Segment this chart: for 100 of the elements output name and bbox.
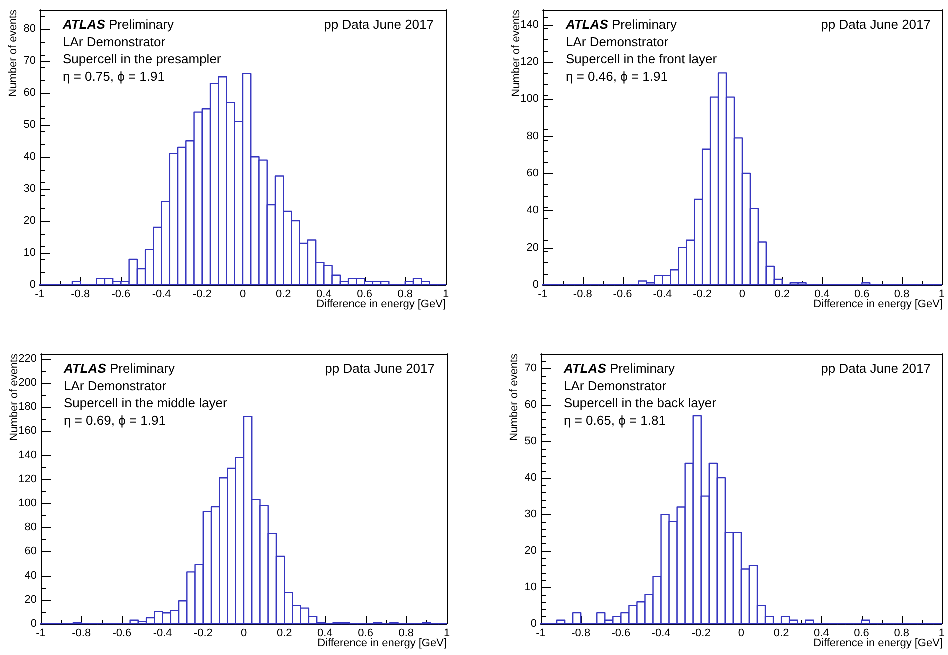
y-tick-label: 160 bbox=[18, 425, 37, 438]
y-axis-title: Number of events bbox=[8, 354, 20, 441]
x-tick-label: 1 bbox=[938, 288, 946, 300]
y-tick-label: 140 bbox=[520, 18, 539, 31]
x-tick-label: -0.8 bbox=[72, 628, 92, 640]
x-tick-label: 1 bbox=[442, 288, 450, 300]
x-tick-label: 0.8 bbox=[398, 288, 414, 300]
x-tick-label: -0.6 bbox=[612, 628, 631, 640]
y-tick-label: 100 bbox=[18, 497, 37, 510]
y-tick-label: 40 bbox=[526, 204, 539, 217]
y-tick-label: 80 bbox=[24, 23, 36, 36]
annotation: LAr Demonstrator bbox=[63, 34, 166, 50]
x-tick-label: -0.6 bbox=[613, 288, 632, 300]
y-tick-label: 60 bbox=[526, 168, 539, 180]
x-tick-label: -0.6 bbox=[112, 288, 131, 300]
x-tick-label: -0.8 bbox=[572, 628, 591, 640]
x-tick-label: 0.4 bbox=[318, 628, 333, 640]
x-tick-label: 0.4 bbox=[814, 288, 830, 300]
y-tick-label: 0 bbox=[30, 279, 36, 291]
y-tick-label: 60 bbox=[524, 399, 537, 412]
y-tick-label: 120 bbox=[520, 56, 539, 68]
annotation: ATLAS Preliminary bbox=[565, 17, 678, 32]
x-tick-label: 1 bbox=[938, 628, 946, 640]
annotation: pp Data June 2017 bbox=[821, 361, 932, 376]
y-tick-label: 20 bbox=[526, 242, 539, 254]
x-tick-label: 0.6 bbox=[357, 288, 372, 300]
x-tick-label: 0.2 bbox=[276, 628, 292, 640]
y-tick-label: 50 bbox=[524, 436, 537, 448]
y-axis-title: Number of events bbox=[8, 10, 20, 97]
y-tick-label: 180 bbox=[18, 401, 37, 414]
y-tick-label: 40 bbox=[24, 570, 37, 582]
y-tick-label: 80 bbox=[526, 130, 539, 142]
x-tick-label: -0.2 bbox=[693, 288, 712, 300]
x-tick-label: -1 bbox=[538, 288, 548, 300]
x-tick-label: -0.4 bbox=[653, 288, 672, 300]
y-tick-label: 200 bbox=[18, 376, 37, 389]
x-tick-label: 0 bbox=[240, 288, 246, 300]
annotation: ATLAS Preliminary bbox=[63, 361, 176, 376]
annotation: Supercell in the front layer bbox=[566, 52, 718, 67]
y-tick-label: 30 bbox=[24, 183, 36, 196]
x-tick-label: -0.2 bbox=[192, 288, 212, 300]
x-tick-label: 0 bbox=[738, 628, 745, 640]
x-tick-label: 0.2 bbox=[774, 628, 790, 640]
annotation: LAr Demonstrator bbox=[64, 378, 168, 394]
x-axis-title: Difference in energy [GeV] bbox=[814, 638, 943, 650]
annotation: ATLAS Preliminary bbox=[62, 17, 174, 32]
x-tick-label: 0.8 bbox=[398, 628, 414, 640]
y-tick-label: 220 bbox=[18, 352, 37, 365]
x-tick-label: 0.4 bbox=[316, 288, 332, 300]
y-tick-label: 0 bbox=[532, 279, 539, 291]
y-tick-label: 70 bbox=[24, 55, 36, 68]
y-tick-label: 70 bbox=[524, 362, 537, 375]
x-tick-label: 0.4 bbox=[814, 628, 830, 640]
x-tick-label: 0.6 bbox=[854, 628, 870, 640]
annotation: η = 0.46, ϕ = 1.91 bbox=[566, 68, 668, 84]
x-tick-label: -0.4 bbox=[153, 628, 172, 640]
x-axis-title: Difference in energy [GeV] bbox=[316, 298, 446, 310]
x-tick-label: 0.2 bbox=[774, 288, 790, 300]
y-tick-label: 30 bbox=[524, 508, 537, 521]
annotation: η = 0.65, ϕ = 1.81 bbox=[564, 412, 666, 428]
y-axis-title: Number of events bbox=[510, 10, 522, 97]
x-tick-label: 0.6 bbox=[358, 628, 374, 640]
x-tick-label: 1 bbox=[444, 628, 450, 640]
y-tick-label: 40 bbox=[524, 472, 537, 484]
x-tick-label: 0.2 bbox=[276, 288, 292, 300]
x-tick-label: -0.8 bbox=[71, 288, 90, 300]
y-tick-label: 0 bbox=[30, 618, 37, 630]
x-tick-label: 0.8 bbox=[894, 628, 910, 640]
y-tick-label: 60 bbox=[24, 546, 37, 558]
x-axis-title: Difference in energy [GeV] bbox=[318, 638, 447, 650]
y-tick-label: 100 bbox=[520, 93, 539, 106]
annotation: ATLAS Preliminary bbox=[563, 361, 676, 376]
x-tick-label: -0.8 bbox=[573, 288, 592, 300]
x-tick-label: -1 bbox=[35, 288, 45, 300]
y-tick-label: 60 bbox=[24, 87, 36, 100]
y-tick-label: 10 bbox=[24, 247, 36, 260]
x-tick-label: 0.6 bbox=[854, 288, 870, 300]
x-tick-label: -1 bbox=[36, 628, 46, 640]
x-tick-label: -0.2 bbox=[194, 628, 213, 640]
y-tick-label: 20 bbox=[524, 545, 537, 558]
x-tick-label: 0 bbox=[739, 288, 746, 300]
annotation: η = 0.69, ϕ = 1.91 bbox=[64, 412, 166, 428]
x-tick-label: -0.4 bbox=[652, 628, 671, 640]
annotation: LAr Demonstrator bbox=[564, 378, 668, 394]
x-tick-label: 0 bbox=[240, 628, 248, 640]
y-tick-label: 10 bbox=[524, 582, 537, 594]
annotation: pp Data June 2017 bbox=[821, 17, 932, 32]
y-tick-label: 80 bbox=[24, 522, 37, 534]
y-tick-label: 120 bbox=[18, 473, 37, 486]
y-axis-title: Number of events bbox=[508, 354, 520, 441]
y-tick-label: 20 bbox=[24, 594, 37, 606]
annotation: η = 0.75, ϕ = 1.91 bbox=[63, 68, 165, 84]
x-tick-label: -0.6 bbox=[112, 628, 132, 640]
y-tick-label: 40 bbox=[24, 151, 36, 164]
y-tick-label: 0 bbox=[530, 618, 537, 630]
y-tick-label: 140 bbox=[18, 449, 37, 462]
annotation: Supercell in the presampler bbox=[63, 52, 222, 67]
annotation: pp Data June 2017 bbox=[324, 17, 434, 32]
annotation: Supercell in the middle layer bbox=[64, 396, 228, 411]
annotation: Supercell in the back layer bbox=[564, 396, 718, 411]
